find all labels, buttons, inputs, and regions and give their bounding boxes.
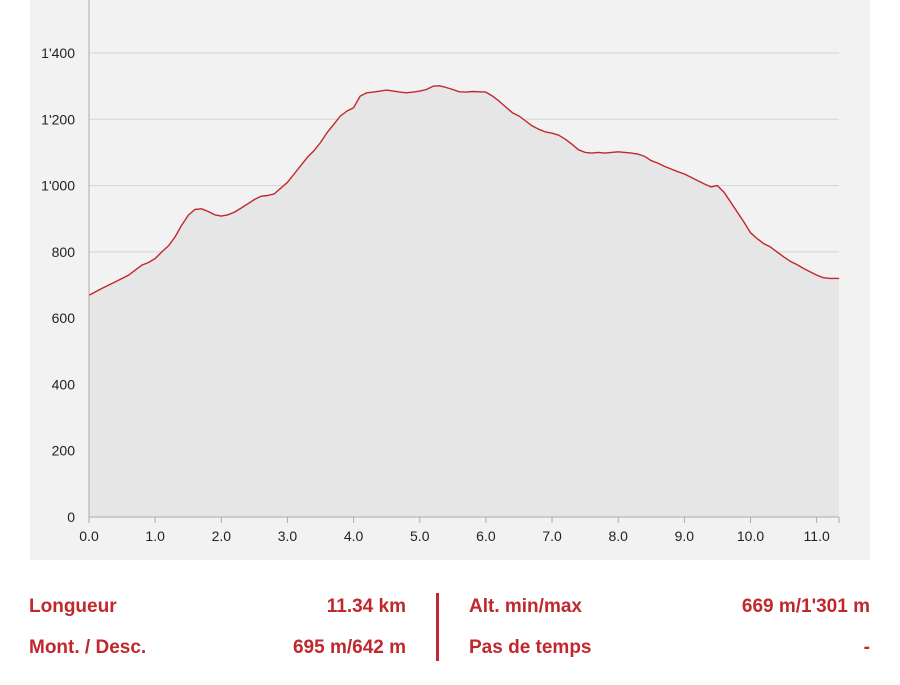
y-tick-label: 200 [52, 443, 76, 459]
length-label: Longueur [29, 596, 117, 617]
stats-divider [436, 593, 439, 661]
y-tick-label: 1'200 [41, 111, 75, 127]
x-tick-label: 0.0 [79, 528, 99, 544]
stats-panel: Longueur 11.34 km Mont. / Desc. 695 m/64… [0, 580, 900, 680]
elevation-area [89, 85, 840, 518]
altitude-minmax-label: Alt. min/max [469, 596, 582, 617]
length-value: 11.34 km [326, 596, 406, 617]
x-tick-label: 7.0 [542, 528, 562, 544]
y-tick-label: 1'400 [41, 45, 75, 61]
x-tick-label: 3.0 [278, 528, 298, 544]
time-step-label: Pas de temps [469, 637, 592, 658]
elevation-profile-chart: 0 200 400 600 800 1'000 1'200 1'400 0.0 1.0 2.0 3.… [41, 0, 840, 544]
y-tick-labels: 0 200 400 600 800 1'000 1'200 1'400 [41, 45, 75, 525]
y-tick-label: 1'000 [41, 178, 75, 194]
y-tick-label: 800 [52, 244, 76, 260]
time-step-value: - [863, 637, 870, 658]
x-tick-label: 9.0 [675, 528, 695, 544]
y-tick-label: 400 [52, 376, 76, 392]
x-tick-labels: 0.0 1.0 2.0 3.0 4.0 5.0 6.0 7.0 8.0 9.0 10.0 11.0 [79, 528, 830, 544]
x-tick-label: 5.0 [410, 528, 430, 544]
ascent-descent-value: 695 m/642 m [292, 637, 406, 658]
axes [88, 0, 840, 523]
y-tick-label: 0 [67, 509, 75, 525]
altitude-minmax-value: 669 m/1'301 m [741, 596, 870, 617]
x-tick-label: 6.0 [476, 528, 496, 544]
x-tick-label: 4.0 [344, 528, 364, 544]
elevation-line [88, 85, 840, 296]
x-tick-label: 2.0 [212, 528, 232, 544]
x-tick-label: 1.0 [145, 528, 165, 544]
x-tick-label: 10.0 [737, 528, 764, 544]
ascent-descent-label: Mont. / Desc. [29, 637, 147, 658]
y-tick-label: 600 [52, 310, 76, 326]
x-tick-label: 11.0 [804, 528, 830, 544]
x-tick-label: 8.0 [608, 528, 628, 544]
